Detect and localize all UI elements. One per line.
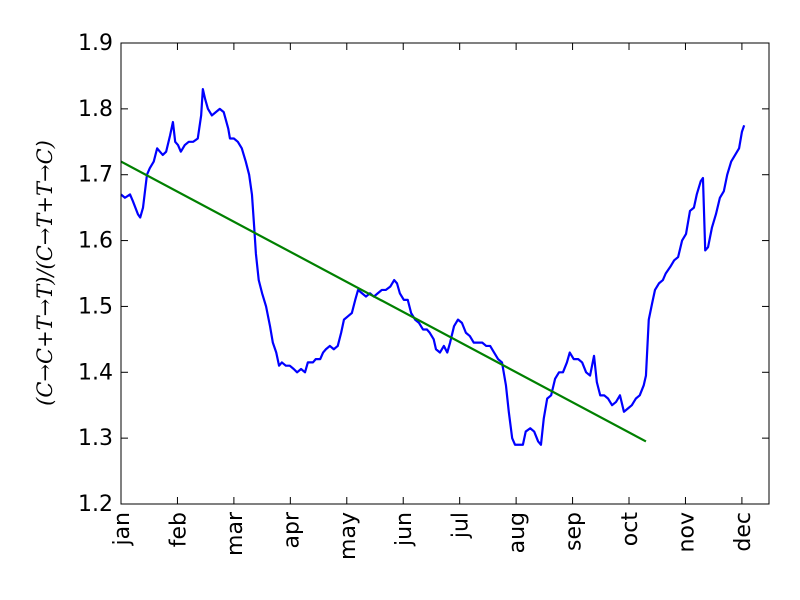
y-tick-label: 1.7 [78, 163, 113, 188]
y-tick-label: 1.9 [78, 31, 113, 56]
y-tick-label: 1.8 [78, 97, 113, 122]
y-tick-label: 1.4 [78, 360, 113, 385]
y-tick-label: 1.2 [78, 492, 113, 517]
x-tick-label: mar [223, 511, 248, 556]
x-tick-label: feb [166, 512, 191, 547]
y-axis-label: (C→C+T→T)/(C→T+T→C) [33, 140, 57, 406]
y-tick-label: 1.6 [78, 229, 113, 254]
x-tick-label: sep [562, 512, 587, 551]
x-tick-label: dec [731, 512, 756, 552]
plot-frame [120, 42, 770, 505]
x-tick-label: jun [392, 512, 417, 547]
x-tick-label: jan [110, 512, 135, 547]
x-tick-label: apr [279, 511, 304, 548]
x-tick-label: jul [449, 512, 474, 539]
y-tick-label: 1.3 [78, 426, 113, 451]
x-tick-label: nov [674, 512, 699, 552]
data-line [120, 160, 647, 443]
y-tick-label: 1.5 [78, 294, 113, 319]
x-tick-label: aug [505, 512, 530, 553]
data-line [120, 88, 746, 446]
x-tick-label: oct [618, 512, 643, 547]
x-tick-label: may [336, 512, 361, 560]
